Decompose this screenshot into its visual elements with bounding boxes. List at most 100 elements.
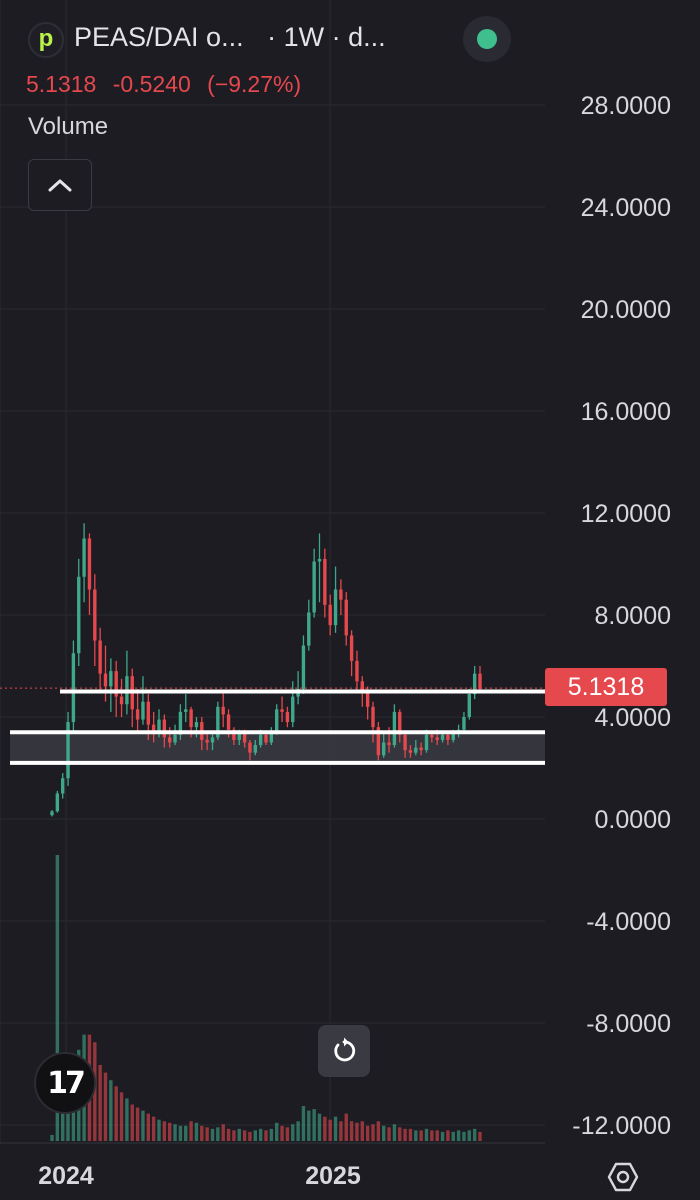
support-zone <box>10 732 545 763</box>
volume-bar <box>103 1072 108 1141</box>
x-tick-label: 2024 <box>38 1162 94 1190</box>
y-axis: 28.0000 24.0000 20.0000 16.0000 12.0000 8.000… <box>572 92 671 1140</box>
candle-body <box>403 734 407 751</box>
candles <box>50 523 482 817</box>
volume-bar <box>194 1122 199 1141</box>
candle-body <box>344 599 348 636</box>
volume-bar <box>109 1080 113 1141</box>
candle-body <box>408 750 413 753</box>
volume-bar <box>157 1119 161 1141</box>
volume-bar <box>403 1128 407 1141</box>
volume-bar <box>478 1131 482 1141</box>
reset-chart-button[interactable] <box>318 1025 370 1077</box>
candle-body <box>435 737 439 740</box>
volume-bar <box>226 1128 231 1141</box>
candle-body <box>317 558 322 562</box>
y-tick-label: 12.0000 <box>581 500 671 528</box>
y-tick-label: -12.0000 <box>572 1112 671 1140</box>
candle-body <box>446 734 450 740</box>
candle-body <box>365 691 370 707</box>
candle-body <box>141 701 145 720</box>
collapse-button[interactable] <box>28 159 92 211</box>
candle-body <box>205 739 209 743</box>
volume-label[interactable]: Volume <box>28 113 109 140</box>
interval-label[interactable]: · 1W · d... <box>267 22 386 52</box>
market-status-button[interactable] <box>463 16 511 62</box>
price-line: 5.1318 -0.5240 (−9.27%) <box>26 71 311 98</box>
volume-bar <box>125 1098 129 1141</box>
chart-header: p PEAS/DAI o... · 1W · d... 5.1318 -0.52… <box>0 0 700 150</box>
candle-body <box>61 778 65 794</box>
candle-body <box>146 701 150 725</box>
volume-bar <box>55 855 60 1141</box>
tradingview-logo[interactable]: 17 <box>34 1052 96 1114</box>
candle-body <box>323 558 327 605</box>
volume-bar <box>414 1130 418 1141</box>
volume-bar <box>328 1119 332 1141</box>
volume-bar <box>344 1113 348 1141</box>
volume-bar <box>232 1130 236 1141</box>
candle-body <box>333 589 338 626</box>
volume-bar <box>349 1121 354 1141</box>
settings-icon <box>607 1162 639 1192</box>
y-tick-label: 8.0000 <box>595 602 671 630</box>
volume-bar <box>146 1113 150 1141</box>
candle-body <box>430 734 434 738</box>
candle-body <box>414 747 418 753</box>
volume-bar <box>451 1131 455 1141</box>
candle-body <box>328 604 332 626</box>
candle-body <box>87 538 92 590</box>
candle-body <box>387 742 391 746</box>
volume-bar <box>424 1128 429 1141</box>
candle-body <box>157 719 161 733</box>
candle-body <box>194 722 199 728</box>
candle-body <box>264 734 268 743</box>
candle-body <box>392 711 397 746</box>
candle-body <box>242 732 247 743</box>
volume-bar <box>253 1130 257 1141</box>
volume-bar <box>339 1121 343 1141</box>
volume-bar <box>376 1121 381 1141</box>
symbol-title[interactable]: PEAS/DAI o... · 1W · d... <box>74 22 386 53</box>
candle-body <box>173 734 177 743</box>
volume-bar <box>355 1122 359 1141</box>
y-tick-label: 0.0000 <box>595 806 671 834</box>
candle-body <box>66 722 70 779</box>
volume-bar <box>472 1128 477 1141</box>
volume-bar <box>301 1106 306 1141</box>
candle-body <box>349 635 354 661</box>
candle-body <box>237 732 241 740</box>
candle-body <box>98 640 102 674</box>
volume-bar <box>419 1130 423 1141</box>
volume-bar <box>216 1127 220 1141</box>
volume-bar <box>135 1107 140 1141</box>
horizontal-lines[interactable] <box>0 687 545 765</box>
volume-bar <box>200 1125 204 1141</box>
volume-bar <box>387 1127 391 1141</box>
settings-button[interactable] <box>606 1160 640 1194</box>
candle-body <box>71 653 76 723</box>
support-zone-fill <box>10 732 545 763</box>
volume-bar <box>184 1125 188 1141</box>
candle-body <box>55 793 60 812</box>
volume-bars <box>50 855 482 1141</box>
candle-body <box>339 589 343 600</box>
volume-bar <box>312 1109 316 1141</box>
volume-bar <box>446 1130 450 1141</box>
volume-bar <box>130 1104 134 1141</box>
last-price: 5.1318 <box>26 71 97 97</box>
candle-body <box>312 561 316 613</box>
candle-body <box>440 734 445 740</box>
candle-body <box>451 732 455 740</box>
y-tick-label: 16.0000 <box>581 398 671 426</box>
volume-bar <box>317 1113 322 1141</box>
symbol-name[interactable]: PEAS/DAI o... <box>74 22 244 52</box>
volume-bar <box>205 1127 209 1141</box>
volume-bar <box>456 1130 461 1141</box>
candle-body <box>301 645 306 689</box>
candle-body <box>280 709 284 712</box>
candle-body <box>424 734 429 751</box>
candle-body <box>232 729 236 740</box>
volume-bar <box>467 1130 471 1141</box>
